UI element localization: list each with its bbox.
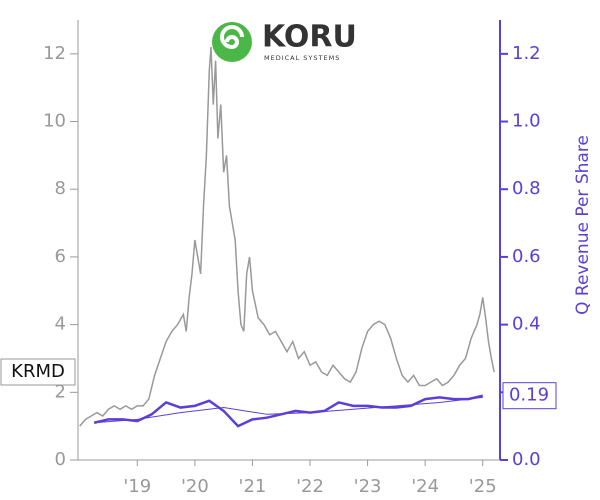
x-tick-label: '25 bbox=[469, 476, 497, 497]
series-line bbox=[93, 394, 484, 428]
y2-tick-label: 0.0 bbox=[512, 449, 541, 470]
y2-tick-label: 0.4 bbox=[512, 314, 541, 335]
y2-tick-label: 1.0 bbox=[512, 111, 541, 132]
x-tick-label: '19 bbox=[123, 476, 151, 497]
value-label: 0.19 bbox=[509, 385, 549, 406]
logo-swirl bbox=[220, 25, 244, 50]
y-tick-label: 6 bbox=[55, 246, 66, 267]
series-line bbox=[94, 396, 483, 424]
value-label-box bbox=[502, 382, 557, 410]
ticker-label: KRMD bbox=[11, 361, 65, 382]
y2-tick-label: 0.8 bbox=[512, 178, 541, 199]
x-tick-label: '24 bbox=[411, 476, 439, 497]
y-tick-label: 0 bbox=[55, 449, 66, 470]
x-tick-label: '20 bbox=[181, 476, 209, 497]
ticker-box bbox=[0, 358, 76, 386]
logo-text: KORU bbox=[262, 20, 357, 55]
y-tick-label: 10 bbox=[43, 111, 66, 132]
y-tick-label: 2 bbox=[55, 381, 66, 402]
y-tick-label: 4 bbox=[55, 314, 66, 335]
y2-axis-label: Q Revenue Per Share bbox=[573, 135, 593, 315]
y-tick-label: 12 bbox=[43, 43, 66, 64]
series-line bbox=[79, 47, 495, 427]
logo-subtext: MEDICAL SYSTEMS bbox=[264, 54, 340, 62]
x-tick-label: '21 bbox=[239, 476, 267, 497]
logo: KORU MEDICAL SYSTEMS bbox=[212, 20, 357, 62]
x-tick-label: '23 bbox=[354, 476, 382, 497]
y2-tick-label: 1.2 bbox=[512, 43, 541, 64]
y2-tick-label: 0.6 bbox=[512, 246, 541, 267]
x-tick-label: '22 bbox=[296, 476, 324, 497]
y-tick-label: 8 bbox=[55, 178, 66, 199]
